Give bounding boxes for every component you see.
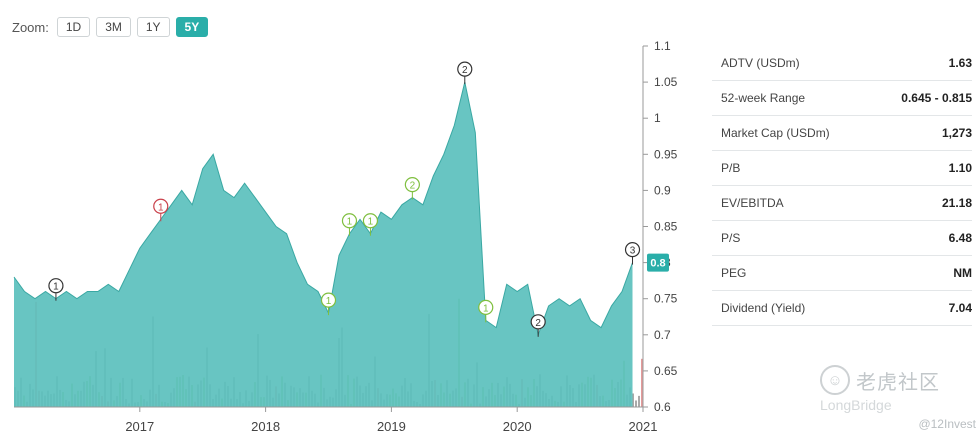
stat-value: NM (953, 266, 972, 280)
y-tick-label: 1.1 (654, 39, 671, 53)
watermark: ☺ 老虎社区 LongBridge @12Invest (820, 365, 980, 443)
stat-value: 1.10 (948, 161, 972, 175)
event-marker[interactable] (624, 242, 641, 258)
event-marker-label: 2 (462, 65, 468, 76)
y-tick-label: 0.7 (654, 328, 671, 342)
community-logo-icon: ☺ (820, 365, 850, 395)
y-tick-label: 0.95 (654, 147, 678, 161)
y-tick-label: 0.65 (654, 364, 678, 378)
zoom-controls: Zoom: 1D 3M 1Y 5Y (12, 17, 209, 37)
zoom-1d-button[interactable]: 1D (56, 17, 91, 37)
zoom-1y-button[interactable]: 1Y (136, 17, 170, 37)
watermark-author-tag: @12Invest (918, 417, 976, 431)
volume-bar (638, 395, 640, 407)
stat-value: 6.48 (948, 231, 972, 245)
stat-value: 7.04 (948, 301, 972, 315)
event-marker[interactable] (153, 198, 169, 214)
event-marker-label: 2 (410, 181, 416, 192)
event-marker[interactable] (530, 314, 546, 330)
watermark-row: ☺ 老虎社区 (820, 365, 980, 395)
stat-row-ps: P/S 6.48 (712, 221, 972, 256)
stat-row-market-cap: Market Cap (USDm) 1,273 (712, 116, 972, 151)
stats-table: ADTV (USDm) 1.63 52-week Range 0.645 - 0… (712, 46, 972, 326)
watermark-cn-text: 老虎社区 (856, 371, 940, 394)
event-marker[interactable] (478, 299, 494, 315)
stat-label: PEG (721, 266, 747, 280)
x-tick-label: 2020 (503, 419, 532, 434)
stat-label: Market Cap (USDm) (721, 126, 830, 140)
stat-value: 21.18 (941, 196, 972, 210)
x-tick-label: 2018 (251, 419, 280, 434)
stat-row-52-week-range: 52-week Range 0.645 - 0.815 (712, 81, 972, 116)
stat-label: Dividend (Yield) (721, 301, 806, 315)
volume-bar (641, 358, 643, 407)
event-marker-label: 3 (630, 246, 636, 257)
event-marker-label: 1 (158, 202, 164, 213)
event-markers: 1 1 1 1 1 2 2 1 2 3 (48, 61, 641, 337)
watermark-en-text: LongBridge (820, 397, 892, 413)
event-marker-label: 2 (535, 318, 541, 329)
x-tick-label: 2019 (377, 419, 406, 434)
event-marker[interactable] (457, 61, 473, 77)
event-marker-label: 1 (326, 296, 332, 307)
y-tick-label: 0.75 (654, 292, 678, 306)
price-area (14, 82, 633, 407)
y-tick-label: 0.85 (654, 220, 678, 234)
volume-bar (635, 400, 637, 407)
y-tick-label: 1.05 (654, 75, 678, 89)
event-marker[interactable] (362, 213, 379, 229)
y-tick-label: 1 (654, 111, 661, 125)
event-marker-label: 1 (483, 303, 489, 314)
event-marker-label: 1 (368, 217, 374, 228)
stat-value: 1,273 (941, 126, 972, 140)
event-marker-label: 1 (53, 282, 59, 293)
zoom-label: Zoom: (12, 19, 49, 35)
event-marker-label: 1 (347, 217, 353, 228)
stat-label: P/B (721, 161, 741, 175)
price-chart[interactable]: 1 1 1 1 1 2 2 1 2 3 0.6 0.65 0.7 0.75 0.8 0.85 0.9 0.95 1… (0, 38, 700, 443)
y-tick-label: 0.9 (654, 183, 671, 197)
price-chart-svg[interactable]: 1 1 1 1 1 2 2 1 2 3 0.6 0.65 0.7 0.75 0.8 0.85 0.9 0.95 1… (0, 38, 700, 443)
x-tick-label: 2021 (629, 419, 658, 434)
last-price-tag: 0.8 (647, 253, 669, 272)
stat-value: 1.63 (948, 56, 972, 70)
last-price-value: 0.8 (650, 258, 665, 270)
event-marker[interactable] (341, 213, 358, 229)
x-tick-label: 2017 (125, 419, 154, 434)
last-price-badge (647, 253, 669, 272)
y-tick-label: 0.6 (654, 400, 671, 414)
event-marker[interactable] (48, 278, 64, 294)
stat-value: 0.645 - 0.815 (901, 91, 972, 105)
stat-label: P/S (721, 231, 741, 245)
zoom-5y-button[interactable]: 5Y (175, 17, 209, 37)
stat-row-peg: PEG NM (712, 256, 972, 291)
stat-label: EV/EBITDA (721, 196, 784, 210)
stat-row-dividend-yield: Dividend (Yield) 7.04 (712, 291, 972, 326)
x-axis: 2017 2018 2019 2020 2021 (14, 406, 658, 434)
stat-row-adtv: ADTV (USDm) 1.63 (712, 46, 972, 81)
stat-label: ADTV (USDm) (721, 56, 800, 70)
event-marker[interactable] (404, 177, 420, 193)
y-axis: 0.6 0.65 0.7 0.75 0.8 0.85 0.9 0.95 1 1.05 1.1 (642, 39, 678, 414)
stat-row-ev-ebitda: EV/EBITDA 21.18 (712, 186, 972, 221)
stat-row-pb: P/B 1.10 (712, 151, 972, 186)
event-marker[interactable] (320, 292, 337, 308)
volume-bar (632, 393, 634, 407)
stat-label: 52-week Range (721, 91, 806, 105)
zoom-3m-button[interactable]: 3M (96, 17, 131, 37)
